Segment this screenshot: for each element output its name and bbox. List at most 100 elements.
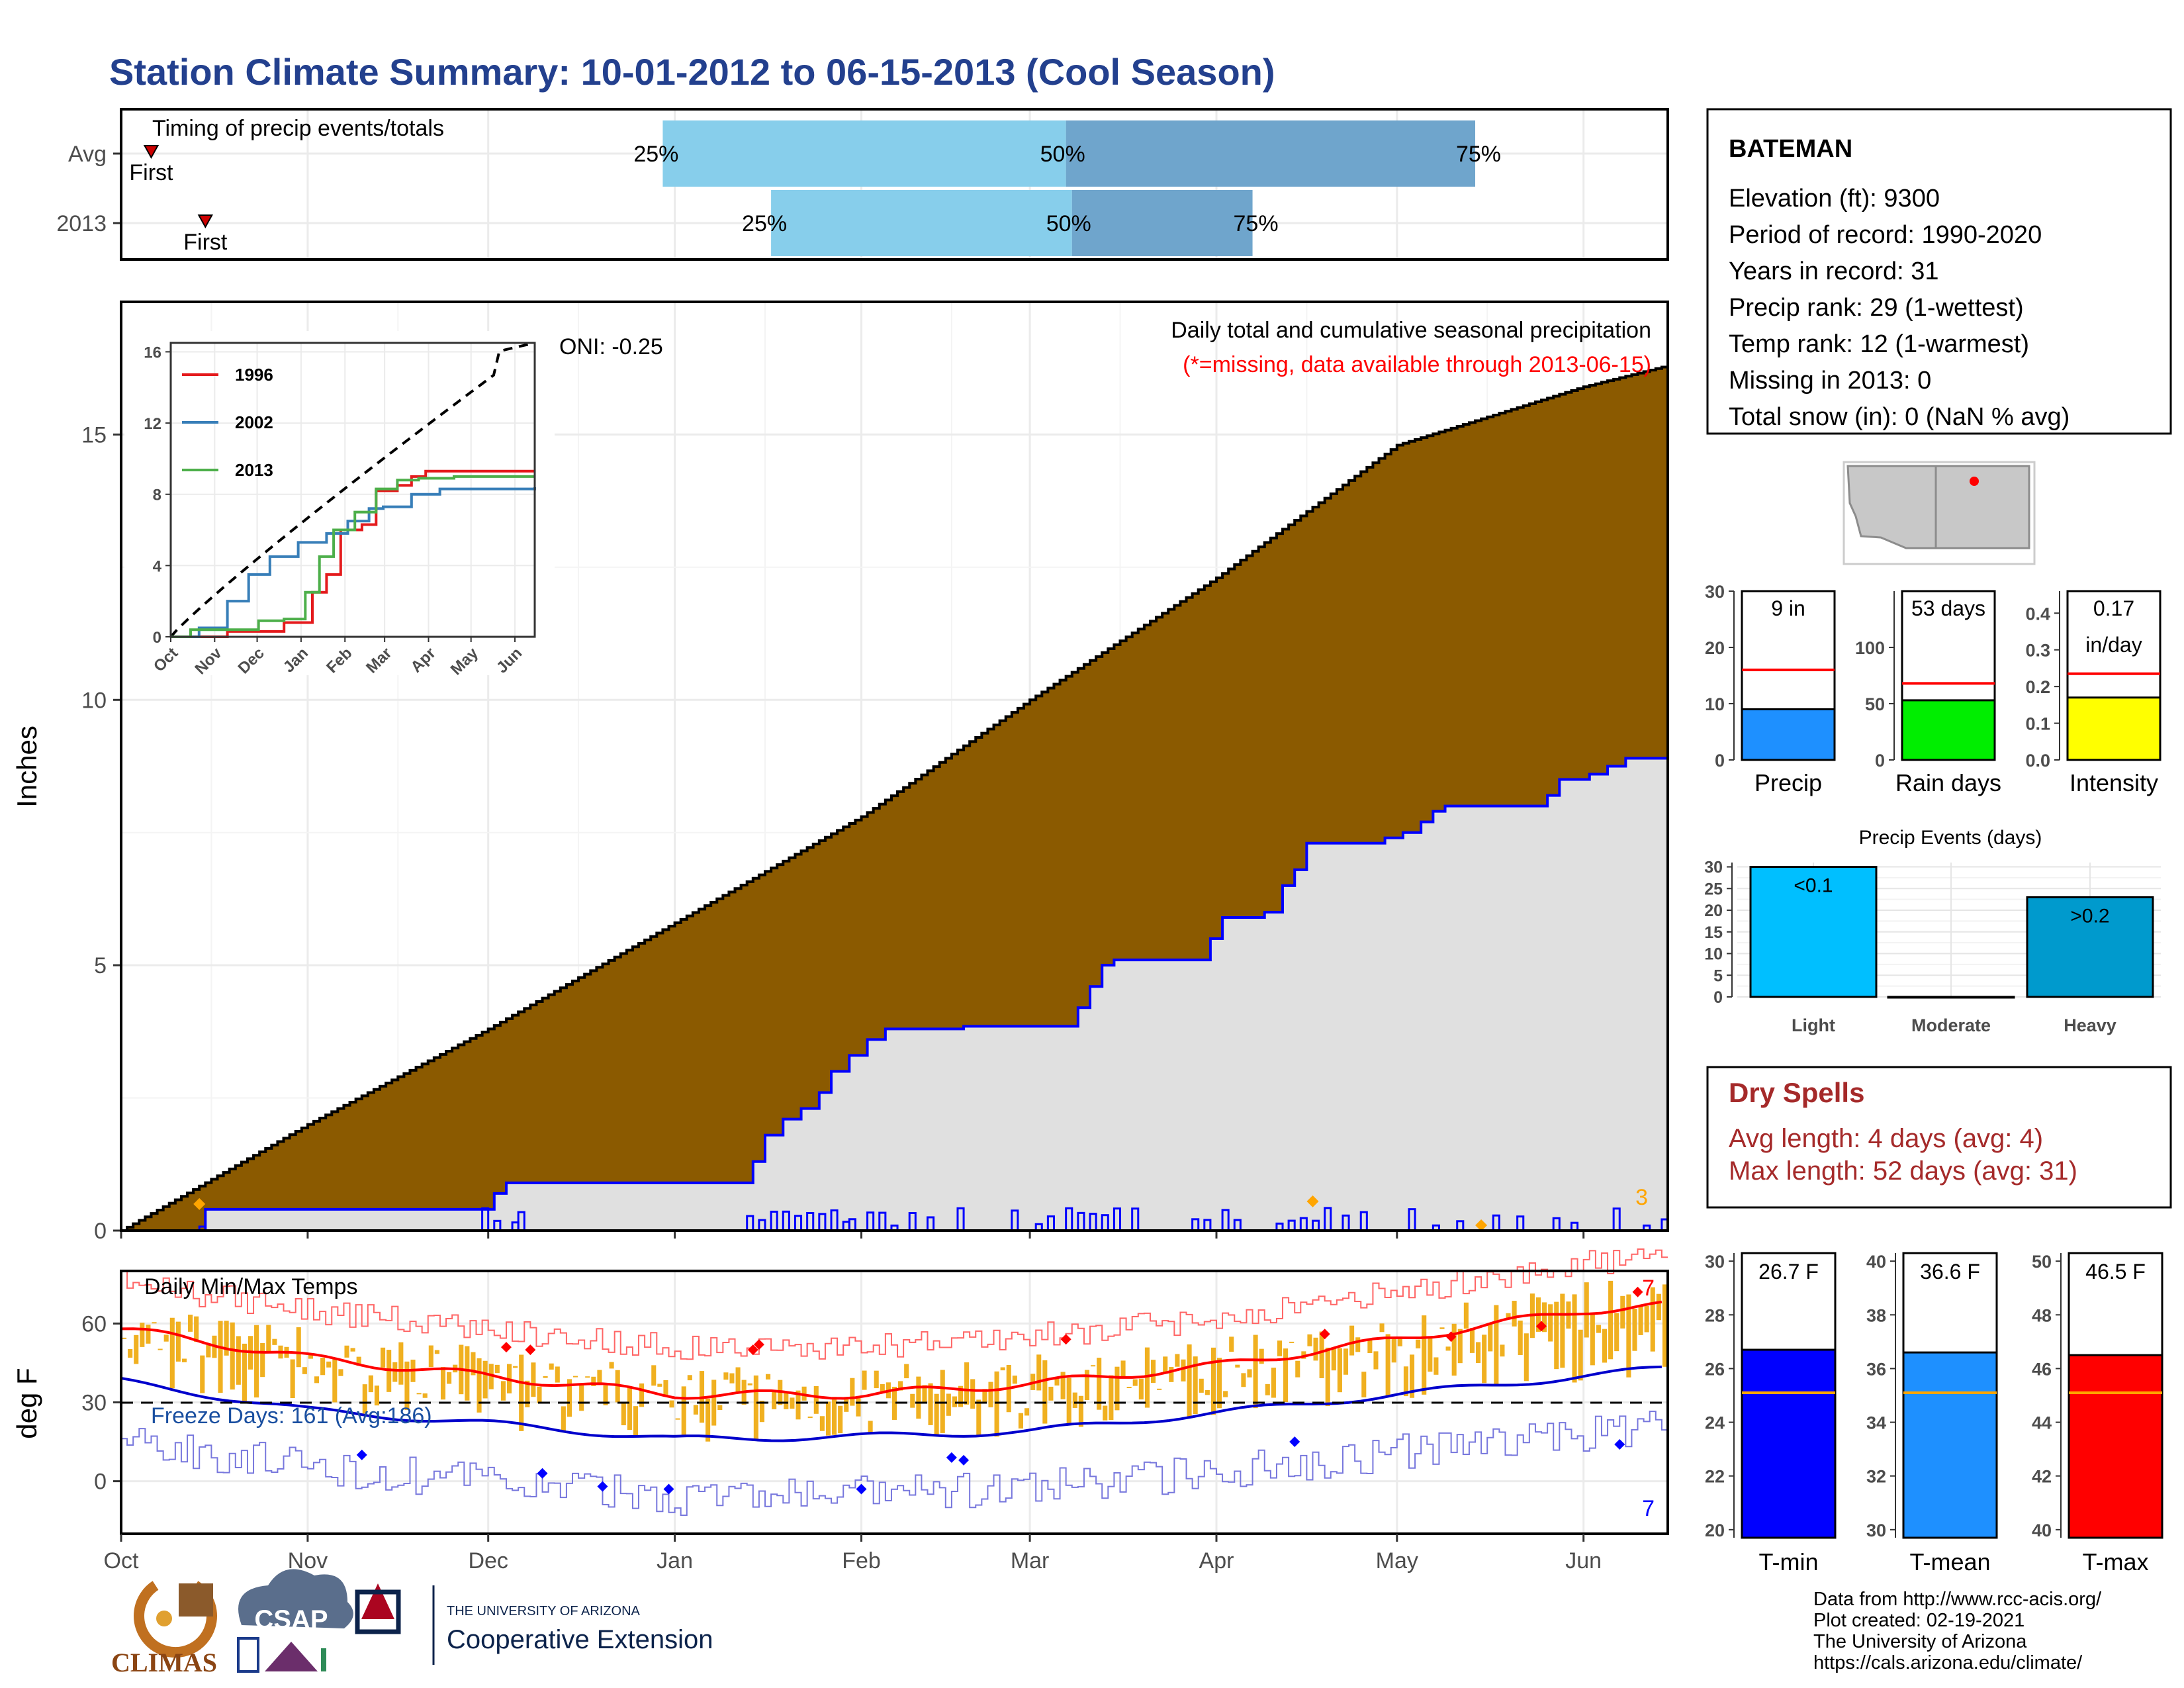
page-title: Station Climate Summary: 10-01-2012 to 0… xyxy=(109,51,1275,93)
daily-temp-bar xyxy=(1373,1351,1379,1370)
daily-temp-bar xyxy=(1223,1391,1228,1397)
avg-tmax-line xyxy=(120,1300,1662,1400)
temp-bar-value-label: 26.7 F xyxy=(1758,1260,1819,1284)
station-detail-line: Period of record: 1990-2020 xyxy=(1729,221,2042,249)
daily-temp-bar xyxy=(513,1366,518,1368)
daily-temp-bar xyxy=(218,1321,223,1393)
daily-temp-bar xyxy=(1391,1338,1396,1363)
month-tick-label: Oct xyxy=(104,1548,139,1573)
daily-temp-bar xyxy=(398,1342,404,1385)
daily-temp-bar xyxy=(784,1391,789,1409)
daily-temp-bar xyxy=(862,1370,867,1390)
daily-temp-bar xyxy=(633,1406,639,1437)
timing-q25-label: 25% xyxy=(742,211,787,236)
temp-bar-y-tick: 20 xyxy=(1705,1521,1725,1540)
daily-temp-bar xyxy=(404,1361,410,1410)
daily-temp-bar xyxy=(1620,1295,1625,1329)
daily-temp-bar xyxy=(368,1375,373,1393)
precip-event-y-tick: 10 xyxy=(1704,945,1723,964)
dry-max-length: Max length: 52 days (avg: 31) xyxy=(1729,1156,2077,1186)
precip-y-tick: 10 xyxy=(81,688,107,713)
daily-temp-bar xyxy=(1325,1347,1330,1407)
temp-y-tick: 30 xyxy=(81,1391,107,1416)
precip-event-category: Moderate xyxy=(1911,1015,1991,1035)
temp-bar-y-tick: 32 xyxy=(1866,1467,1886,1487)
daily-temp-bar xyxy=(1307,1334,1312,1346)
daily-temp-bar xyxy=(477,1358,482,1413)
daily-temp-bar xyxy=(320,1357,326,1376)
daily-temp-bar xyxy=(531,1362,536,1397)
record-high-marker xyxy=(753,1339,764,1350)
temp-bar-value-label: 36.6 F xyxy=(1920,1260,1980,1284)
daily-temp-bar xyxy=(813,1386,819,1414)
precip-y-tick: 0 xyxy=(94,1219,107,1244)
daily-temp-bar xyxy=(549,1363,554,1370)
daily-temp-bar xyxy=(1138,1378,1144,1400)
summary-y-tick: 100 xyxy=(1855,638,1885,658)
locator-map xyxy=(1843,461,2036,565)
summary-bar-name: Intensity xyxy=(2070,769,2158,796)
precip-y-label: Inches xyxy=(11,726,42,808)
daily-temp-bar xyxy=(1409,1354,1415,1398)
daily-temp-bar xyxy=(1295,1360,1300,1378)
daily-temp-bar xyxy=(874,1370,879,1389)
daily-temp-bar xyxy=(302,1367,307,1374)
daily-temp-bar xyxy=(1445,1346,1451,1351)
daily-temp-bar xyxy=(669,1400,674,1408)
daily-temp-bar xyxy=(1488,1323,1493,1352)
dry-spells-box: Dry Spells Avg length: 4 days (avg: 4) M… xyxy=(1706,1066,2172,1209)
daily-temp-bar xyxy=(1506,1313,1511,1319)
record-high-marker xyxy=(1632,1286,1643,1297)
daily-temp-bar xyxy=(651,1365,657,1386)
max-record-count: 7 xyxy=(1642,1276,1655,1301)
daily-temp-bar xyxy=(825,1401,831,1436)
summary-bar-name: Rain days xyxy=(1895,769,2001,796)
station-info: BATEMAN Elevation (ft): 9300 Period of re… xyxy=(1706,108,2172,435)
daily-temp-bar xyxy=(807,1416,813,1419)
precip-event-bar-label: <0.1 xyxy=(1794,875,1833,897)
daily-temp-bar xyxy=(314,1376,320,1383)
climas-logo: CLIMAS xyxy=(111,1581,217,1677)
daily-temp-bar xyxy=(1036,1354,1042,1391)
daily-temp-bar xyxy=(1560,1293,1565,1368)
daily-temp-bar xyxy=(687,1375,692,1381)
daily-temp-bar xyxy=(1054,1378,1060,1386)
daily-temp-bar xyxy=(940,1370,945,1433)
footer-credit-line: Data from http://www.rcc-acis.org/ xyxy=(1813,1589,2102,1610)
inset-series-line xyxy=(171,487,536,638)
daily-temp-bar xyxy=(1235,1364,1240,1368)
record-low-marker xyxy=(1614,1439,1625,1450)
daily-temp-bar xyxy=(175,1321,181,1362)
daily-temp-bar xyxy=(621,1401,626,1426)
daily-temp-bar xyxy=(934,1393,939,1436)
daily-temp-bar xyxy=(573,1376,578,1378)
daily-temp-bar xyxy=(356,1356,361,1366)
min-record-count: 7 xyxy=(1642,1496,1655,1521)
daily-temp-bar xyxy=(591,1376,596,1386)
missing-note: (*=missing, data available through 2013-… xyxy=(1183,352,1651,377)
average-precip-area xyxy=(121,753,1669,1232)
daily-temp-bar xyxy=(1355,1337,1361,1352)
daily-temp-bar xyxy=(169,1317,175,1389)
summary-bar-rain-days: 0 50 100 53 days Rain days xyxy=(1855,590,2001,796)
daily-temp-bar xyxy=(1241,1373,1246,1387)
daily-temp-bar xyxy=(970,1379,976,1409)
precip-panel: 0 5 10 15 Inches Daily total and cumulative… xyxy=(11,301,1669,1244)
daily-temp-bar xyxy=(916,1376,921,1419)
daily-temp-bar xyxy=(374,1385,380,1406)
daily-temp-bar xyxy=(1416,1339,1421,1348)
temp-bar-y-tick: 34 xyxy=(1866,1413,1886,1433)
summary-y-tick: 0.1 xyxy=(2025,714,2050,734)
month-tick-label: Feb xyxy=(842,1548,881,1573)
daily-temp-bar xyxy=(1343,1348,1349,1375)
summary-bar-fill xyxy=(2066,696,2161,761)
temp-y-label: deg F xyxy=(11,1368,42,1438)
daily-temp-bar xyxy=(1289,1341,1295,1343)
precip-event-category: Light xyxy=(1792,1015,1835,1035)
daily-temp-bar xyxy=(158,1348,163,1350)
daily-temp-bar xyxy=(904,1364,909,1379)
daily-temp-bar xyxy=(1097,1358,1102,1410)
daily-temp-bar xyxy=(350,1348,355,1352)
daily-temp-bar xyxy=(555,1366,560,1383)
daily-temp-bar xyxy=(1656,1293,1661,1321)
